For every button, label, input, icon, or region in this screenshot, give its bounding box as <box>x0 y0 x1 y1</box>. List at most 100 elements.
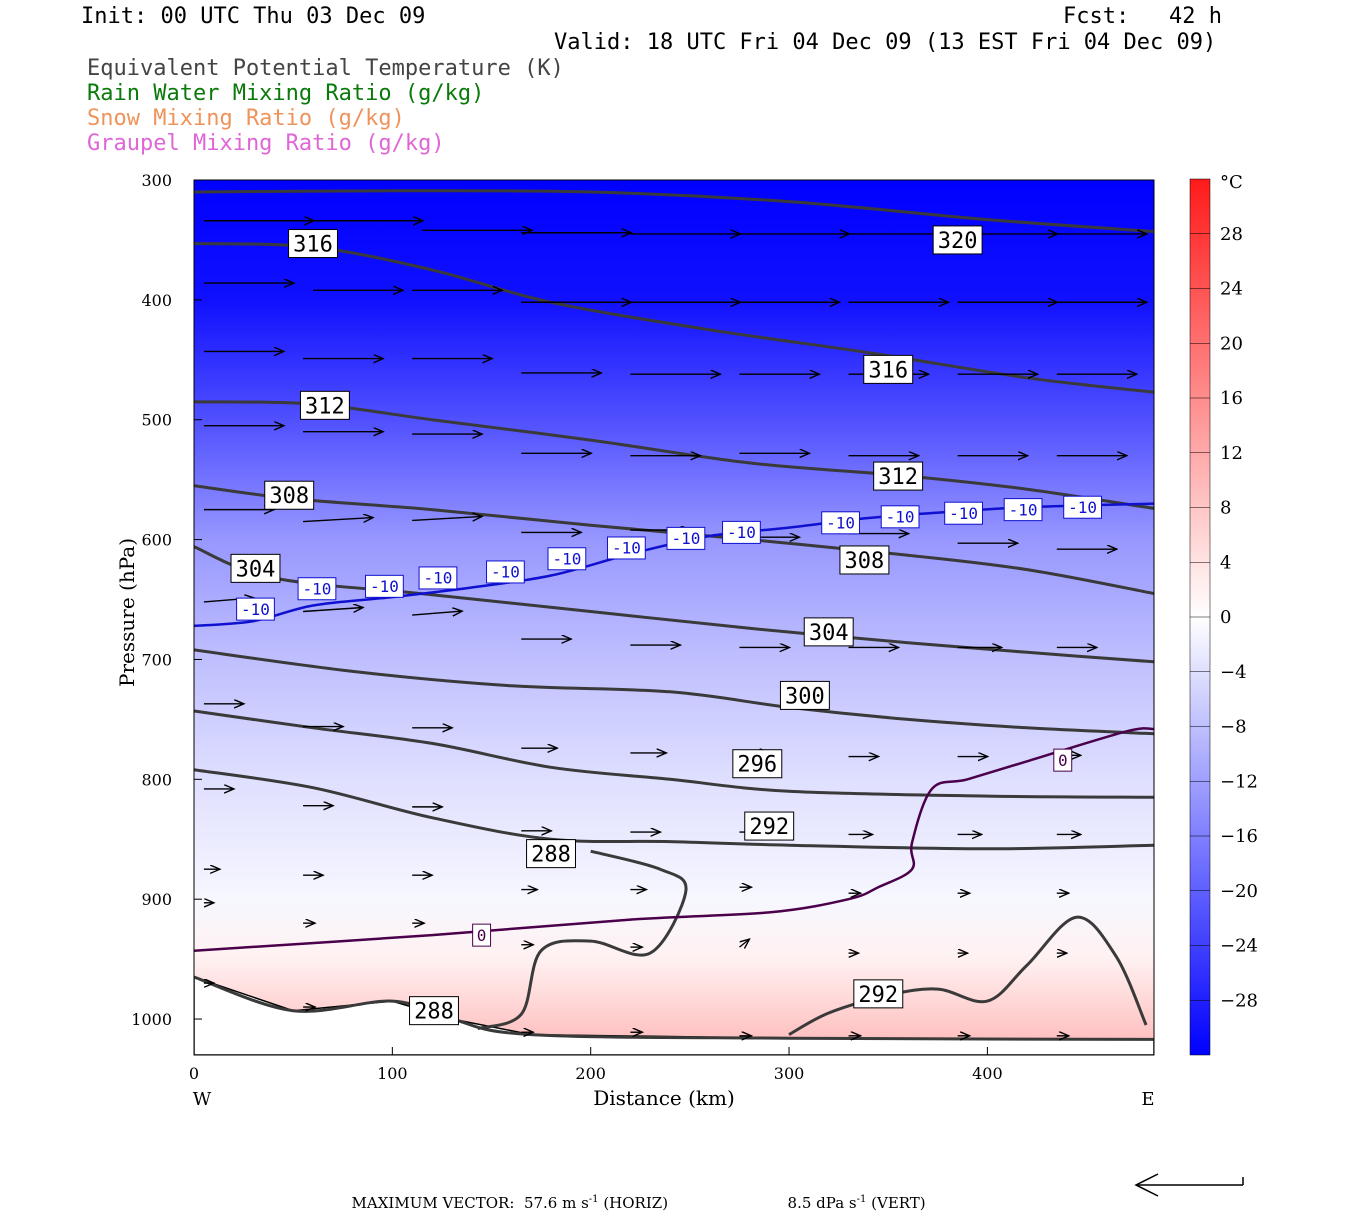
isotherm-label: -10 <box>722 520 761 544</box>
colorbar-tick-label: −28 <box>1220 990 1258 1011</box>
y-axis-label: Pressure (hPa) <box>115 538 139 687</box>
y-tick-label: 900 <box>141 890 172 909</box>
colorbar-tick-label: 4 <box>1220 552 1231 573</box>
theta-e-label: 312 <box>299 390 350 420</box>
x-end-label-east: E <box>1141 1089 1154 1110</box>
colorbar-tick-label: 8 <box>1220 498 1231 519</box>
theta-e-label: 288 <box>409 996 459 1026</box>
svg-text:308: 308 <box>269 484 309 509</box>
colorbar-tick-label: 0 <box>1220 607 1231 628</box>
forecast-hour: Fcst: 42 h <box>1063 4 1222 29</box>
x-tick-label: 0 <box>189 1064 199 1083</box>
theta-e-label: 304 <box>230 553 281 583</box>
isotherm-label: -10 <box>1063 495 1102 519</box>
reference-vector-arrow <box>1134 1173 1244 1197</box>
isotherm-label: -10 <box>365 574 404 598</box>
y-tick-label: 1000 <box>131 1010 172 1029</box>
theta-e-label: 316 <box>288 229 338 259</box>
colorbar-tick-label: 20 <box>1220 333 1243 354</box>
wind-vector <box>303 608 363 612</box>
svg-text:312: 312 <box>878 465 918 490</box>
svg-text:-10: -10 <box>949 504 978 523</box>
svg-text:312: 312 <box>305 394 345 419</box>
valid-time: Valid: 18 UTC Fri 04 Dec 09 (13 EST Fri … <box>554 30 1217 55</box>
svg-text:-10: -10 <box>303 579 332 598</box>
svg-text:-10: -10 <box>552 550 581 569</box>
y-tick-label: 800 <box>141 770 172 789</box>
colorbar-tick-label: −16 <box>1220 826 1258 847</box>
svg-text:-10: -10 <box>727 523 756 542</box>
theta-e-label: 300 <box>779 680 830 710</box>
isotherm-label: -10 <box>236 597 275 621</box>
axes: 300 400 500 600 700 800 900 1000 0 100 200 300 400 W E… <box>115 171 1155 1110</box>
init-time: Init: 00 UTC Thu 03 Dec 09 <box>81 4 426 29</box>
horiz-value: 57.6 m s <box>523 1194 589 1212</box>
x-axis-label: Distance (km) <box>593 1086 735 1110</box>
isotherm-label: -10 <box>607 536 646 560</box>
isotherm-contour-0 <box>194 727 1154 952</box>
isotherm-label: 0 <box>1053 748 1073 772</box>
x-tick-label: 100 <box>377 1064 408 1083</box>
x-tick-label: 200 <box>575 1064 606 1083</box>
max-vector-footer: MAXIMUM VECTOR: 57.6 m s-1 (HORIZ) <box>342 1176 669 1212</box>
legend-graupel: Graupel Mixing Ratio (g/kg) <box>87 131 445 156</box>
theta-e-label: 312 <box>873 461 924 491</box>
svg-text:288: 288 <box>414 1000 454 1025</box>
colorbar-tick-label: 16 <box>1220 388 1243 409</box>
theta-e-label: 292 <box>853 979 904 1009</box>
theta-e-contour-288 <box>477 849 688 1031</box>
x-tick-label: 300 <box>774 1064 805 1083</box>
colorbar-tick-label: −12 <box>1220 771 1258 792</box>
isotherm-label: -10 <box>486 560 525 584</box>
svg-text:-10: -10 <box>886 508 915 527</box>
theta-e-contour-292 <box>788 915 1148 1036</box>
svg-text:292: 292 <box>749 815 789 840</box>
svg-text:-10: -10 <box>1068 498 1097 517</box>
svg-text:292: 292 <box>858 983 898 1008</box>
svg-text:308: 308 <box>845 549 885 574</box>
colorbar-tick-label: −24 <box>1220 936 1258 957</box>
theta-e-label: 308 <box>839 545 890 575</box>
svg-text:304: 304 <box>809 621 849 646</box>
theta-e-label: 296 <box>732 749 783 779</box>
svg-text:-10: -10 <box>491 563 520 582</box>
svg-text:0: 0 <box>477 926 487 945</box>
plot-area: 320 316 316 312 312 308 308 304 304 300 296 292 288 2… <box>194 180 1154 1055</box>
x-tick-label: 400 <box>972 1064 1003 1083</box>
max-vector-label: MAXIMUM VECTOR: <box>351 1194 515 1212</box>
svg-text:-10: -10 <box>826 514 855 533</box>
theta-e-contour-320 <box>194 189 1154 233</box>
svg-text:316: 316 <box>868 358 908 383</box>
isotherm-label: -10 <box>297 577 337 601</box>
legend-snow: Snow Mixing Ratio (g/kg) <box>87 106 405 131</box>
svg-text:300: 300 <box>785 684 825 709</box>
theta-e-label: 316 <box>863 354 914 384</box>
contour-labels: 320 316 316 312 312 308 308 304 304 300 296 292 288 2… <box>230 225 1102 1026</box>
theta-e-label: 292 <box>744 811 795 841</box>
y-tick-label: 300 <box>141 171 172 190</box>
isotherm-label: -10 <box>418 566 458 590</box>
svg-text:-10: -10 <box>1009 500 1038 519</box>
y-tick-label: 600 <box>141 531 172 550</box>
isotherm-label: -10 <box>880 505 920 529</box>
legend-theta-e: Equivalent Potential Temperature (K) <box>87 56 564 81</box>
isotherm-label: -10 <box>821 511 860 535</box>
svg-text:-10: -10 <box>671 529 700 548</box>
vert-value: 8.5 dPa s <box>787 1194 857 1212</box>
vert-vector-footer: 8.5 dPa s-1 (VERT) <box>778 1176 926 1212</box>
colorbar-tick-label: −8 <box>1220 717 1247 738</box>
y-tick-label: 400 <box>141 291 172 310</box>
horiz-tag: (HORIZ) <box>603 1194 669 1212</box>
svg-text:-10: -10 <box>370 577 399 596</box>
svg-text:-10: -10 <box>424 569 453 588</box>
theta-e-contour-316 <box>194 242 1154 394</box>
svg-text:296: 296 <box>737 753 777 778</box>
colorbar-tick-label: 24 <box>1220 279 1243 300</box>
theta-e-contour-292 <box>194 768 1154 851</box>
colorbar: 28 24 20 16 12 8 4 0 −4 −8 −12 −16 −20 −24 −28 °C <box>1189 172 1258 1056</box>
isotherm-label: -10 <box>666 526 706 550</box>
theta-e-label: 288 <box>526 839 576 869</box>
svg-text:-10: -10 <box>612 539 641 558</box>
svg-text:320: 320 <box>938 229 978 254</box>
